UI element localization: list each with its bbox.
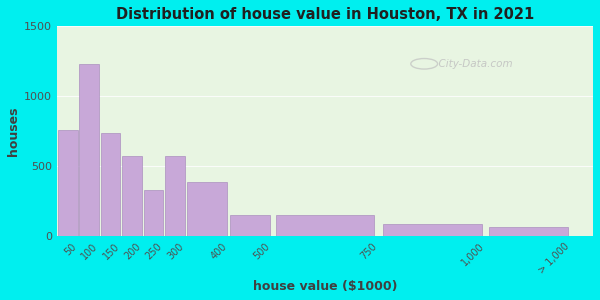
Bar <box>79 64 99 236</box>
Bar <box>489 226 568 236</box>
Bar <box>275 215 374 236</box>
Bar <box>383 224 482 236</box>
Bar <box>58 130 77 236</box>
Text: City-Data.com: City-Data.com <box>432 59 513 69</box>
Bar <box>187 182 227 236</box>
X-axis label: house value ($1000): house value ($1000) <box>253 280 397 293</box>
Bar <box>230 215 269 236</box>
Bar <box>165 156 185 236</box>
Bar <box>122 156 142 236</box>
Title: Distribution of house value in Houston, TX in 2021: Distribution of house value in Houston, … <box>116 7 534 22</box>
Bar <box>143 190 163 236</box>
Y-axis label: houses: houses <box>7 106 20 156</box>
Bar <box>101 133 121 236</box>
